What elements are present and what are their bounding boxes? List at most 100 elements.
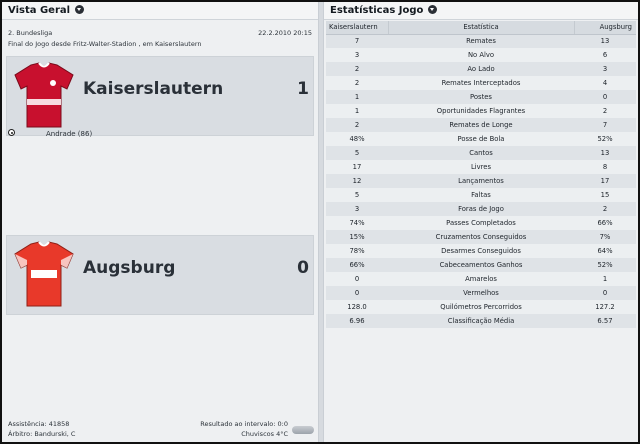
stats-row: 2 Remates Interceptados 4	[326, 76, 636, 90]
stat-label: Oportunidades Flagrantes	[388, 104, 574, 118]
away-team-score: 0	[297, 258, 309, 278]
away-stat-value: 4	[574, 76, 636, 90]
home-column-header[interactable]: Kaiserslautern	[326, 21, 388, 35]
home-shirt-icon	[14, 62, 74, 128]
stat-column-header[interactable]: Estatística	[387, 21, 575, 35]
venue-text: Final do Jogo desde Fritz-Walter-Stadion…	[8, 40, 202, 48]
home-stat-value: 7	[326, 34, 388, 48]
stats-row: 7 Remates 13	[326, 34, 636, 48]
home-stat-value: 128.0	[326, 300, 388, 314]
away-shirt-icon	[14, 241, 74, 307]
goal-ball-icon	[8, 129, 15, 136]
home-stat-value: 74%	[326, 216, 388, 230]
home-team-name[interactable]: Kaiserslautern	[83, 79, 224, 99]
stat-label: Postes	[388, 90, 574, 104]
away-stat-value: 52%	[574, 132, 636, 146]
stat-label: Remates Interceptados	[388, 76, 574, 90]
home-stat-value: 0	[326, 286, 388, 300]
stat-label: Cruzamentos Conseguidos	[388, 230, 574, 244]
home-stat-value: 12	[326, 174, 388, 188]
home-stat-value: 0	[326, 272, 388, 286]
home-stat-value: 17	[326, 160, 388, 174]
home-stat-value: 5	[326, 188, 388, 202]
match-stats-header[interactable]: Estatísticas Jogo	[324, 2, 638, 20]
stats-header-row: Kaiserslautern Estatística Augsburg	[326, 21, 636, 35]
weather-text: Chuviscos 4°C	[241, 430, 288, 438]
home-stat-value: 2	[326, 76, 388, 90]
stats-row: 66% Cabeceamentos Ganhos 52%	[326, 258, 636, 272]
home-stat-value: 66%	[326, 258, 388, 272]
away-stat-value: 64%	[574, 244, 636, 258]
home-stat-value: 2	[326, 62, 388, 76]
away-stat-value: 2	[574, 104, 636, 118]
away-stat-value: 6.57	[574, 314, 636, 328]
panel-divider[interactable]	[318, 2, 324, 442]
away-stat-value: 0	[574, 90, 636, 104]
stat-label: Remates de Longe	[388, 118, 574, 132]
stat-label: Posse de Bola	[388, 132, 574, 146]
stats-row: 3 Foras de Jogo 2	[326, 202, 636, 216]
home-stat-value: 78%	[326, 244, 388, 258]
home-stat-value: 15%	[326, 230, 388, 244]
stats-body: 7 Remates 13 3 No Alvo 6 2 Ao Lado 3 2 Remates Int…	[326, 34, 636, 328]
stat-label: Desarmes Conseguidos	[388, 244, 574, 258]
overview-panel: Vista Geral 2. Bundesliga 22.2.2010 20:1…	[2, 2, 318, 442]
attendance-text: Assistência: 41858	[8, 420, 70, 428]
stats-row: 5 Cantos 13	[326, 146, 636, 160]
home-stat-value: 3	[326, 48, 388, 62]
home-team-score: 1	[297, 79, 309, 99]
stats-row: 15% Cruzamentos Conseguidos 7%	[326, 230, 636, 244]
away-stat-value: 7	[574, 118, 636, 132]
stats-row: 2 Ao Lado 3	[326, 62, 636, 76]
chevron-down-icon[interactable]	[427, 5, 437, 14]
referee-text[interactable]: Árbitro: Bandurski, C	[8, 430, 76, 438]
stats-row: 2 Remates de Longe 7	[326, 118, 636, 132]
stat-label: Livres	[388, 160, 574, 174]
stats-row: 1 Oportunidades Flagrantes 2	[326, 104, 636, 118]
cloud-icon	[292, 426, 314, 434]
stat-label: Classificação Média	[388, 314, 574, 328]
home-stat-value: 1	[326, 90, 388, 104]
stats-row: 3 No Alvo 6	[326, 48, 636, 62]
match-date: 22.2.2010 20:15	[258, 29, 312, 37]
stat-label: Vermelhos	[388, 286, 574, 300]
stats-row: 48% Posse de Bola 52%	[326, 132, 636, 146]
away-stat-value: 127.2	[574, 300, 636, 314]
stats-row: 78% Desarmes Conseguidos 64%	[326, 244, 636, 258]
stat-label: Cabeceamentos Ganhos	[388, 258, 574, 272]
stats-row: 74% Passes Completados 66%	[326, 216, 636, 230]
match-stats-title: Estatísticas Jogo	[330, 5, 424, 16]
stat-label: Remates	[388, 34, 574, 48]
away-stat-value: 1	[574, 272, 636, 286]
away-stat-value: 66%	[574, 216, 636, 230]
home-stat-value: 6.96	[326, 314, 388, 328]
away-stat-value: 8	[574, 160, 636, 174]
match-stats-panel: Estatísticas Jogo Kaiserslautern Estatís…	[324, 2, 638, 442]
competition-label[interactable]: 2. Bundesliga	[8, 29, 53, 37]
stats-row: 0 Vermelhos 0	[326, 286, 636, 300]
stat-label: Quilómetros Percorridos	[388, 300, 574, 314]
stats-row: 128.0 Quilómetros Percorridos 127.2	[326, 300, 636, 314]
away-team-name[interactable]: Augsburg	[83, 258, 176, 278]
stats-row: 5 Faltas 15	[326, 188, 636, 202]
stat-label: No Alvo	[388, 48, 574, 62]
away-stat-value: 0	[574, 286, 636, 300]
away-stat-value: 13	[574, 146, 636, 160]
overview-title: Vista Geral	[8, 5, 71, 16]
home-stat-value: 48%	[326, 132, 388, 146]
away-stat-value: 3	[574, 62, 636, 76]
stats-table: Kaiserslautern Estatística Augsburg 7 Rem…	[326, 21, 636, 328]
goal-scorer[interactable]: Andrade (86)	[46, 130, 93, 138]
chevron-down-icon[interactable]	[74, 5, 84, 14]
away-stat-value: 6	[574, 48, 636, 62]
away-stat-value: 17	[574, 174, 636, 188]
overview-header[interactable]: Vista Geral	[2, 2, 318, 20]
away-stat-value: 7%	[574, 230, 636, 244]
stat-label: Lançamentos	[388, 174, 574, 188]
stat-label: Faltas	[388, 188, 574, 202]
stat-label: Amarelos	[388, 272, 574, 286]
stat-label: Ao Lado	[388, 62, 574, 76]
away-column-header[interactable]: Augsburg	[574, 21, 636, 35]
stat-label: Passes Completados	[388, 216, 574, 230]
stats-row: 6.96 Classificação Média 6.57	[326, 314, 636, 328]
